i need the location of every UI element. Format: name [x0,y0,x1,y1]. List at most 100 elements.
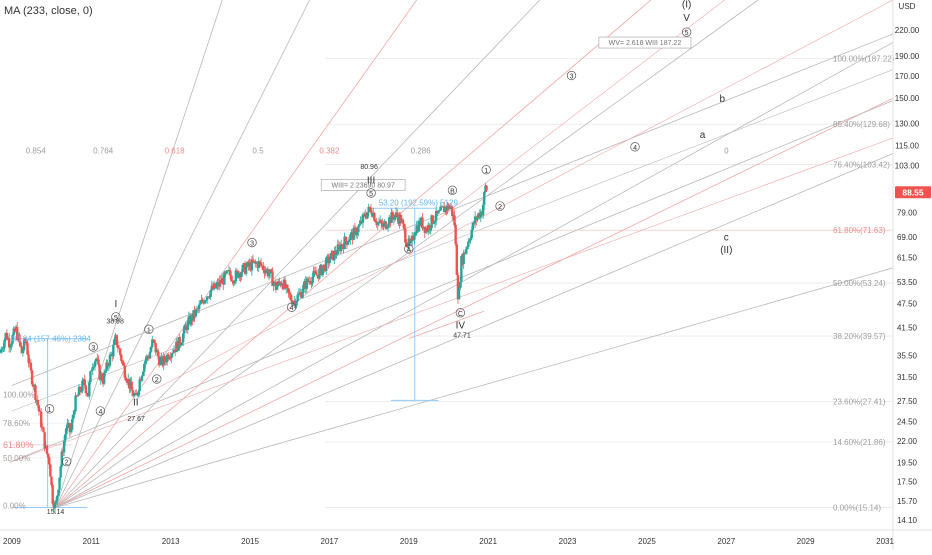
candle-body [429,228,432,230]
candle-body [339,244,343,252]
price-label: 80.96 [360,164,378,171]
wave-label: 2 [498,204,502,211]
candle-body [333,250,336,261]
candle-body [74,395,77,412]
candle-body [88,382,91,397]
candle-body [19,342,22,347]
time-axis-tick: 2017 [321,537,339,546]
wave-label: c [724,233,729,244]
candle-body [287,288,290,294]
channel-line [11,69,893,412]
wave-circle [95,406,106,416]
candle-body [250,259,254,271]
candle-body [448,206,452,210]
price-label: 27.67 [127,416,145,423]
candle-body [337,244,341,246]
candle-body [92,366,96,368]
candle-body [85,393,89,395]
wave-label: 1 [484,168,488,175]
candle-body [467,241,470,248]
candle-body [136,394,139,396]
candle-body [154,343,157,353]
time-axis-tick: 2027 [717,537,735,546]
candle-body [349,234,352,241]
price-axis-tick: 41.50 [897,324,918,333]
candle-body [184,325,187,327]
wave-circle [630,142,640,152]
candle-body [124,377,128,381]
time-axis-tick: 2031 [876,537,894,546]
fan-line [55,97,893,508]
candle-body [2,347,5,349]
candle-body [405,242,408,247]
wave-label: IV [456,320,466,331]
candle-body [290,299,294,305]
wave-circle [247,237,257,248]
wave-label: 3 [250,241,254,248]
candle-body [406,246,409,248]
time-axis-tick: 2009 [3,537,21,546]
candle-body [49,464,52,477]
candle-body [361,214,365,224]
candle-body [421,217,424,229]
candle-body [377,222,381,224]
candle-body [208,296,211,298]
candle-body [451,206,454,217]
candle-body [1,348,4,350]
candle-body [314,271,318,275]
fan-ratio-label: 0.382 [319,147,340,156]
wave-label: 1 [147,327,151,334]
time-axis-tick: 2011 [83,537,101,546]
candle-body [93,361,97,367]
price-axis-tick: 22.00 [897,437,918,446]
candle-body [171,352,175,354]
candle-body [384,221,388,229]
candle-body [106,362,109,367]
candle-body [357,226,360,233]
candle-body [48,457,51,465]
candle-body [325,257,328,272]
candle-body [151,339,154,348]
candle-body [254,261,257,263]
fan-line [55,267,893,508]
fan-ratio-label: 0.764 [93,147,114,156]
candle-body [470,229,473,239]
fan-line [55,0,652,508]
candle-body [43,432,46,449]
candle-body [483,191,486,205]
fan-ratio-label: 0.618 [165,147,186,156]
annotation-box-label: WIII= 2.23690 80.97 [332,182,395,189]
candle-body [386,225,390,228]
candle-body [270,269,273,272]
candle-body [296,294,299,302]
fib-level-label: 23.60%(27.41) [833,398,886,407]
candle-body [30,370,34,385]
measure-label: 53.20 (192.59%) 5129 [379,198,459,207]
candle-body [70,419,74,430]
candle-body [295,301,298,306]
candle-body [413,235,416,240]
price-axis-tick: 150.00 [895,94,920,103]
candle-body [382,223,385,227]
candle-body [311,277,314,284]
candle-body [198,304,201,309]
price-label: 15.14 [47,509,65,516]
candle-body [11,335,14,344]
candle-body [3,339,6,348]
channel-line [134,0,893,401]
wave-circle [111,312,121,322]
candle-body [36,399,39,406]
candle-body [433,220,437,223]
candle-body [201,299,204,302]
candle-body [277,281,280,287]
wave-label: 3 [570,74,574,81]
wave-label: 5 [685,30,689,37]
candle-body [432,222,436,224]
fib-level-label: 61.80%(71.63) [833,226,886,235]
candle-body [364,213,367,217]
wave-circle [366,188,376,198]
candle-body [84,385,88,394]
fan-ratio-label: 0 [724,147,729,156]
